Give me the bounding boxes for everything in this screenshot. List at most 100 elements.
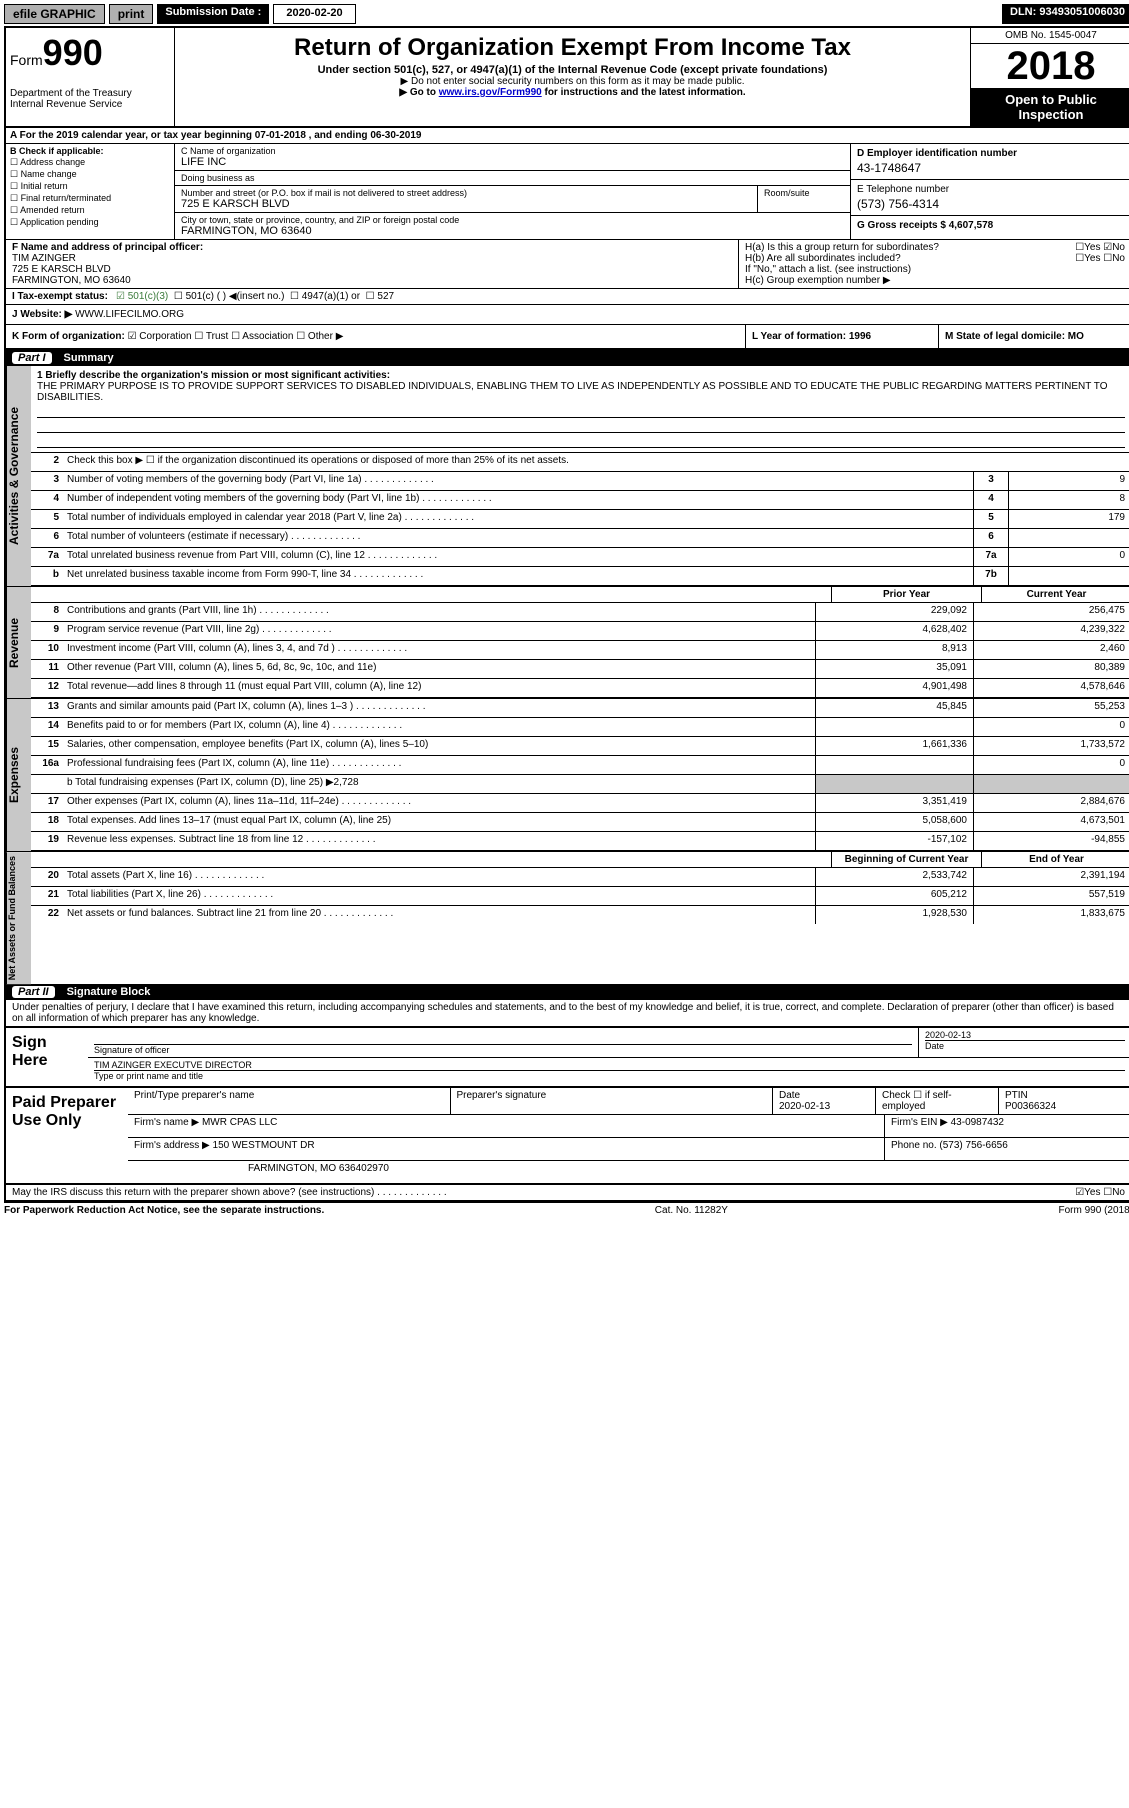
side-activities-governance: Activities & Governance xyxy=(6,366,31,586)
col-current-year: Current Year xyxy=(981,587,1129,602)
col-end-year: End of Year xyxy=(981,852,1129,867)
line-22: Net assets or fund balances. Subtract li… xyxy=(63,906,815,924)
part-i-header: Part I Summary xyxy=(6,350,1129,366)
l13-py: 45,845 xyxy=(815,699,973,717)
row-i-tax-status: I Tax-exempt status: ☑ 501(c)(3) ☐ 501(c… xyxy=(6,289,1129,305)
l16b-cy xyxy=(973,775,1129,793)
l10-cy: 2,460 xyxy=(973,641,1129,659)
line-9: Program service revenue (Part VIII, line… xyxy=(63,622,815,640)
chk-initial-return[interactable]: ☐ Initial return xyxy=(10,181,170,192)
discuss-yes-no[interactable]: ☑Yes ☐No xyxy=(1075,1187,1125,1198)
l16a-cy: 0 xyxy=(973,756,1129,774)
c-name-label: C Name of organization xyxy=(181,146,844,156)
form-header: Form990 Department of the Treasury Inter… xyxy=(6,28,1129,128)
block-bcdeg: B Check if applicable: ☐ Address change … xyxy=(6,144,1129,240)
k-options[interactable]: ☑ Corporation ☐ Trust ☐ Association ☐ Ot… xyxy=(128,331,344,342)
hc-label: H(c) Group exemption number ▶ xyxy=(745,275,1125,286)
l14-cy: 0 xyxy=(973,718,1129,736)
l8-py: 229,092 xyxy=(815,603,973,621)
row-j-website: J Website: ▶ WWW.LIFECILMO.ORG xyxy=(6,305,1129,325)
line-6: Total number of volunteers (estimate if … xyxy=(63,529,973,547)
val-3: 9 xyxy=(1008,472,1129,490)
line-13: Grants and similar amounts paid (Part IX… xyxy=(63,699,815,717)
officer-signature-label: Signature of officer xyxy=(94,1044,912,1055)
paid-preparer-block: Paid Preparer Use Only Print/Type prepar… xyxy=(6,1086,1129,1185)
row-klm: K Form of organization: ☑ Corporation ☐ … xyxy=(6,325,1129,350)
sig-date-value: 2020-02-13 xyxy=(925,1030,1125,1040)
line-17: Other expenses (Part IX, column (A), lin… xyxy=(63,794,815,812)
line-16b: b Total fundraising expenses (Part IX, c… xyxy=(63,775,815,793)
l15-cy: 1,733,572 xyxy=(973,737,1129,755)
omb-number: OMB No. 1545-0047 xyxy=(971,28,1129,44)
l19-cy: -94,855 xyxy=(973,832,1129,850)
city-label: City or town, state or province, country… xyxy=(181,215,844,225)
irs-link[interactable]: www.irs.gov/Form990 xyxy=(439,87,542,98)
chk-4947[interactable]: ☐ 4947(a)(1) or xyxy=(290,291,360,302)
chk-final-return[interactable]: ☐ Final return/terminated xyxy=(10,193,170,204)
form-title: Return of Organization Exempt From Incom… xyxy=(179,34,966,62)
line-11: Other revenue (Part VIII, column (A), li… xyxy=(63,660,815,678)
mission-text: THE PRIMARY PURPOSE IS TO PROVIDE SUPPOR… xyxy=(37,381,1107,403)
l16a-py xyxy=(815,756,973,774)
chk-501c[interactable]: ☐ 501(c) ( ) ◀(insert no.) xyxy=(174,291,285,302)
chk-527[interactable]: ☐ 527 xyxy=(366,291,394,302)
paid-preparer-label: Paid Preparer Use Only xyxy=(6,1088,128,1183)
line-15: Salaries, other compensation, employee b… xyxy=(63,737,815,755)
l10-py: 8,913 xyxy=(815,641,973,659)
line-16a: Professional fundraising fees (Part IX, … xyxy=(63,756,815,774)
g-gross-receipts: G Gross receipts $ 4,607,578 xyxy=(857,220,993,231)
public-inspection-1: Open to Public xyxy=(975,92,1127,107)
chk-name-change[interactable]: ☐ Name change xyxy=(10,169,170,180)
val-6 xyxy=(1008,529,1129,547)
val-5: 179 xyxy=(1008,510,1129,528)
self-employed-check[interactable]: Check ☐ if self-employed xyxy=(876,1088,999,1114)
ein-value: 43-1748647 xyxy=(857,161,1125,175)
line-2: Check this box ▶ ☐ if the organization d… xyxy=(63,453,1129,471)
chk-501c3[interactable]: ☑ 501(c)(3) xyxy=(116,291,168,302)
efile-button[interactable]: efile GRAPHIC xyxy=(4,4,105,24)
pra-notice: For Paperwork Reduction Act Notice, see … xyxy=(4,1205,324,1216)
val-7b xyxy=(1008,567,1129,585)
prep-date: 2020-02-13 xyxy=(779,1101,830,1112)
line-3: Number of voting members of the governin… xyxy=(63,472,973,490)
hb-label: H(b) Are all subordinates included? xyxy=(745,253,901,264)
part-ii-header: Part II Signature Block xyxy=(6,984,1129,1000)
l9-py: 4,628,402 xyxy=(815,622,973,640)
ptin-value: P00366324 xyxy=(1005,1101,1056,1112)
public-inspection-2: Inspection xyxy=(975,107,1127,122)
preparer-sig-label: Preparer's signature xyxy=(451,1088,774,1114)
l16b-py xyxy=(815,775,973,793)
line-21: Total liabilities (Part X, line 26) xyxy=(63,887,815,905)
side-expenses: Expenses xyxy=(6,699,31,851)
chk-address-change[interactable]: ☐ Address change xyxy=(10,157,170,168)
firm-address-2: FARMINGTON, MO 636402970 xyxy=(128,1161,1129,1183)
l9-cy: 4,239,322 xyxy=(973,622,1129,640)
goto-suffix: for instructions and the latest informat… xyxy=(542,87,746,98)
name-title-label: Type or print name and title xyxy=(94,1070,1125,1081)
line-10: Investment income (Part VIII, column (A)… xyxy=(63,641,815,659)
d-ein-label: D Employer identification number xyxy=(857,148,1017,159)
e-phone-label: E Telephone number xyxy=(857,184,1125,195)
department-line1: Department of the Treasury xyxy=(10,88,170,99)
b-label: B Check if applicable: xyxy=(10,146,104,156)
line-12: Total revenue—add lines 8 through 11 (mu… xyxy=(63,679,815,697)
print-button[interactable]: print xyxy=(109,4,154,24)
hb-note: If "No," attach a list. (see instruction… xyxy=(745,264,1125,275)
footnote: For Paperwork Reduction Act Notice, see … xyxy=(4,1203,1129,1218)
line-19: Revenue less expenses. Subtract line 18 … xyxy=(63,832,815,850)
l20-cy: 2,391,194 xyxy=(973,868,1129,886)
l22-py: 1,928,530 xyxy=(815,906,973,924)
website-value: WWW.LIFECILMO.ORG xyxy=(75,309,184,320)
ha-answer[interactable]: ☐Yes ☑No xyxy=(1075,242,1125,253)
l11-py: 35,091 xyxy=(815,660,973,678)
chk-application-pending[interactable]: ☐ Application pending xyxy=(10,217,170,228)
l14-py xyxy=(815,718,973,736)
form-number: 990 xyxy=(43,32,103,73)
dln: DLN: 93493051006030 xyxy=(1002,4,1129,24)
hb-answer[interactable]: ☐Yes ☐No xyxy=(1075,253,1125,264)
chk-amended-return[interactable]: ☐ Amended return xyxy=(10,205,170,216)
officer-name: TIM AZINGER xyxy=(12,253,76,264)
l-year-formation: L Year of formation: 1996 xyxy=(746,325,939,348)
cat-number: Cat. No. 11282Y xyxy=(655,1205,728,1216)
line-20: Total assets (Part X, line 16) xyxy=(63,868,815,886)
